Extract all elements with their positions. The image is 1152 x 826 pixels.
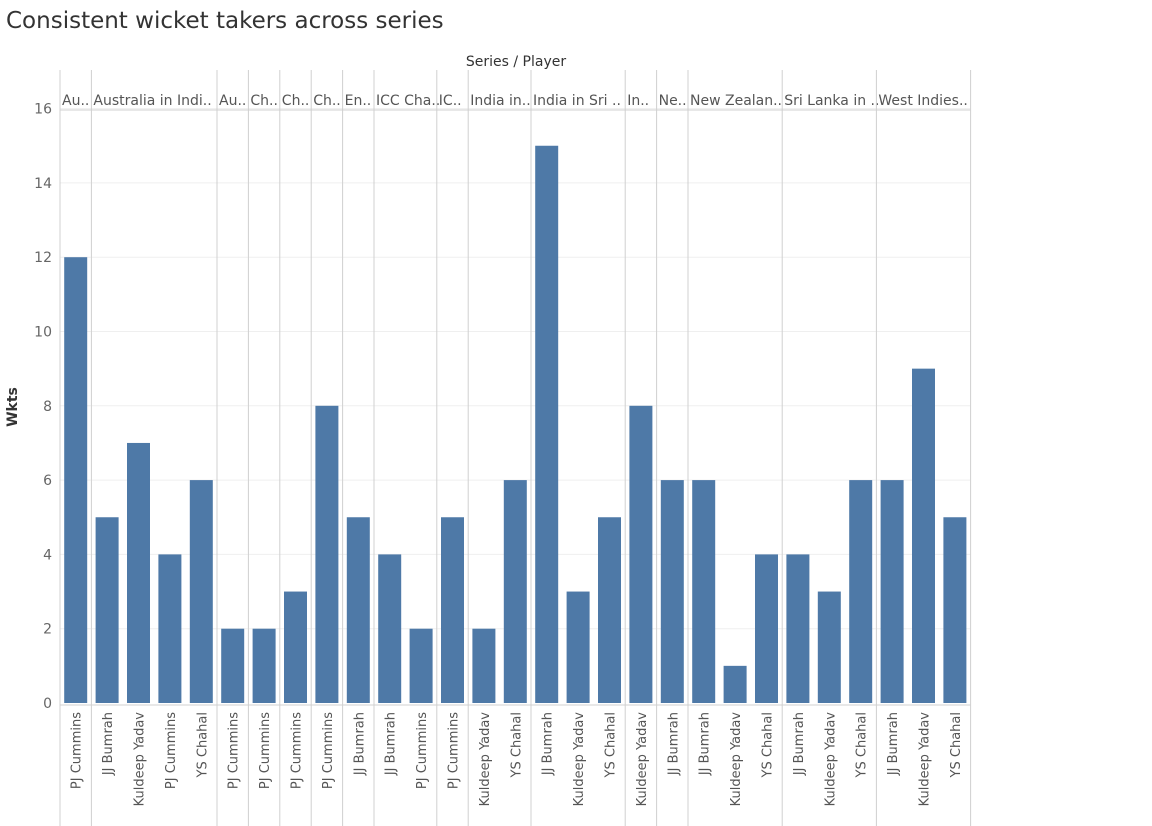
- x-tick-label: JJ Bumrah: [541, 712, 556, 776]
- series-header-label: Ch..: [250, 93, 278, 109]
- bar: [755, 554, 778, 703]
- bar: [660, 480, 684, 703]
- x-tick-label: Kuldeep Yadav: [572, 712, 587, 807]
- x-tick-label: YS Chahal: [949, 712, 964, 778]
- column-header: Series / Player: [466, 54, 566, 70]
- x-tick-label: JJ Bumrah: [384, 712, 399, 776]
- bar: [943, 517, 967, 703]
- series-header-label: En..: [345, 93, 372, 109]
- bar: [849, 480, 873, 703]
- bar: [284, 591, 307, 703]
- bar: [629, 405, 653, 703]
- bar: [441, 517, 464, 703]
- bar: [503, 480, 527, 703]
- bar: [912, 368, 935, 703]
- y-tick-label: 16: [34, 102, 52, 118]
- bar: [315, 405, 339, 703]
- bar: [723, 665, 747, 703]
- x-tick-label: Kuldeep Yadav: [133, 712, 148, 807]
- series-header-label: ICC Cha..: [376, 93, 440, 109]
- bar: [566, 591, 590, 703]
- bar: [786, 554, 810, 703]
- bar: [252, 628, 276, 703]
- series-header-label: West Indies..: [878, 93, 967, 109]
- x-tick-label: JJ Bumrah: [886, 712, 901, 776]
- series-header-label: New Zealan..: [690, 93, 782, 109]
- bar: [535, 145, 559, 703]
- bar: [692, 480, 716, 703]
- y-tick-label: 6: [43, 473, 52, 489]
- x-tick-label: JJ Bumrah: [666, 712, 681, 776]
- bar: [817, 591, 841, 703]
- series-header-label: IC..: [439, 93, 462, 109]
- y-tick-label: 12: [34, 250, 52, 266]
- bar: [127, 442, 150, 703]
- bar: [598, 517, 621, 703]
- x-tick-label: Kuldeep Yadav: [918, 712, 933, 807]
- x-tick-label: PJ Cummins: [290, 712, 305, 789]
- bar: [472, 628, 496, 703]
- bar: [64, 257, 88, 703]
- x-tick-label: YS Chahal: [855, 712, 870, 778]
- x-tick-label: YS Chahal: [195, 712, 210, 778]
- x-tick-label: PJ Cummins: [258, 712, 273, 789]
- x-tick-label: PJ Cummins: [227, 712, 242, 789]
- chart-title: Consistent wicket takers across series: [6, 8, 444, 34]
- y-tick-label: 0: [43, 696, 52, 712]
- y-tick-label: 10: [34, 325, 52, 341]
- y-tick-label: 4: [43, 547, 52, 563]
- series-header-label: Ne..: [659, 93, 687, 109]
- series-header-label: Ch..: [282, 93, 310, 109]
- y-tick-label: 8: [43, 399, 52, 415]
- bar: [221, 628, 245, 703]
- y-tick-label: 14: [34, 176, 52, 192]
- bar: [378, 554, 402, 703]
- series-header-label: Au..: [62, 93, 89, 109]
- x-tick-label: PJ Cummins: [164, 712, 179, 789]
- bar: [409, 628, 433, 703]
- x-tick-label: Kuldeep Yadav: [478, 712, 493, 807]
- series-header-label: India in Sri ..: [533, 93, 621, 109]
- y-tick-label: 2: [43, 622, 52, 638]
- bar: [95, 517, 119, 703]
- series-header-label: In..: [627, 93, 649, 109]
- series-header-label: India in..: [470, 93, 530, 109]
- x-tick-label: JJ Bumrah: [792, 712, 807, 776]
- x-tick-label: Kuldeep Yadav: [729, 712, 744, 807]
- x-tick-label: PJ Cummins: [447, 712, 462, 789]
- x-tick-label: YS Chahal: [761, 712, 776, 778]
- x-tick-label: Kuldeep Yadav: [635, 712, 650, 807]
- series-header-label: Australia in Indi..: [93, 93, 211, 109]
- x-tick-label: JJ Bumrah: [698, 712, 713, 776]
- x-tick-label: JJ Bumrah: [101, 712, 116, 776]
- series-header-label: Sri Lanka in ..: [784, 93, 879, 109]
- x-tick-label: JJ Bumrah: [352, 712, 367, 776]
- bar: [880, 480, 904, 703]
- x-tick-label: PJ Cummins: [321, 712, 336, 789]
- bar: [189, 480, 213, 703]
- x-tick-label: PJ Cummins: [70, 712, 85, 789]
- bar: [346, 517, 370, 703]
- series-header-label: Ch..: [313, 93, 341, 109]
- x-tick-label: Kuldeep Yadav: [823, 712, 838, 807]
- x-tick-label: PJ Cummins: [415, 712, 430, 789]
- y-axis-label: Wkts: [5, 387, 21, 427]
- series-header-label: Au..: [219, 93, 246, 109]
- x-tick-label: YS Chahal: [604, 712, 619, 778]
- x-tick-label: YS Chahal: [509, 712, 524, 778]
- bar: [158, 554, 182, 703]
